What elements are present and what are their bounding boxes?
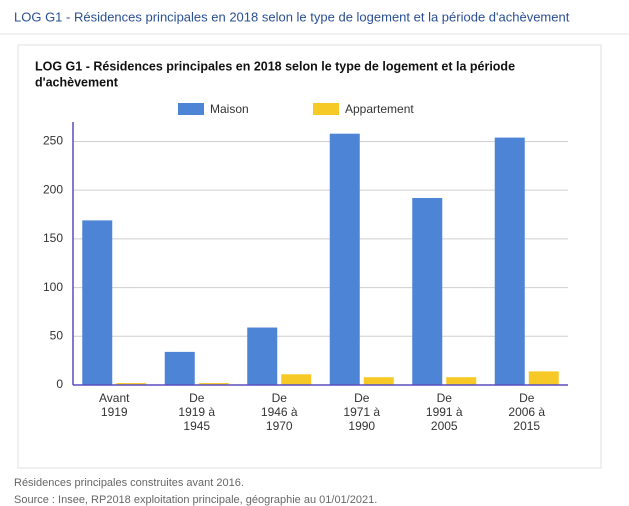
legend-label: Maison: [210, 102, 249, 116]
chart-title: LOG G1 - Résidences principales en 2018 …: [35, 59, 515, 73]
x-tick-label: De: [272, 391, 288, 405]
y-tick-label: 50: [50, 328, 64, 342]
x-tick-label: 1991 à: [426, 405, 463, 419]
y-tick-label: 0: [56, 377, 63, 391]
y-tick-label: 200: [43, 182, 63, 196]
bar: [247, 327, 278, 385]
x-tick-label: 2005: [431, 419, 458, 433]
page-title: LOG G1 - Résidences principales en 2018 …: [14, 9, 570, 24]
x-tick-label: 1970: [266, 419, 293, 433]
x-tick-label: 2006 à: [508, 405, 545, 419]
bar: [329, 133, 360, 385]
bar: [446, 377, 477, 385]
x-tick-label: 1990: [348, 419, 375, 433]
x-tick-label: 1945: [183, 419, 210, 433]
footnote: Résidences principales construites avant…: [14, 477, 244, 489]
bar: [528, 371, 559, 385]
x-tick-label: 1919: [101, 405, 128, 419]
bar: [82, 220, 113, 385]
bar: [494, 137, 525, 385]
x-tick-label: 1946 à: [261, 405, 298, 419]
bar: [198, 383, 229, 385]
bar: [281, 374, 312, 385]
x-tick-label: De: [519, 391, 535, 405]
footnote: Source : Insee, RP2018 exploitation prin…: [14, 494, 377, 506]
y-tick-label: 150: [43, 231, 63, 245]
x-tick-label: 2015: [513, 419, 540, 433]
x-tick-label: De: [354, 391, 370, 405]
bar: [164, 351, 195, 385]
x-tick-label: 1971 à: [343, 405, 380, 419]
x-tick-label: De: [189, 391, 205, 405]
chart-title: d'achèvement: [35, 75, 119, 89]
x-tick-label: De: [437, 391, 453, 405]
legend-label: Appartement: [345, 102, 414, 116]
y-tick-label: 100: [43, 280, 63, 294]
x-tick-label: Avant: [99, 391, 130, 405]
bar: [363, 377, 394, 385]
y-tick-label: 250: [43, 134, 63, 148]
legend-swatch: [313, 103, 339, 115]
legend-swatch: [178, 103, 204, 115]
bar: [116, 383, 147, 385]
bar: [412, 197, 443, 385]
x-tick-label: 1919 à: [178, 405, 215, 419]
